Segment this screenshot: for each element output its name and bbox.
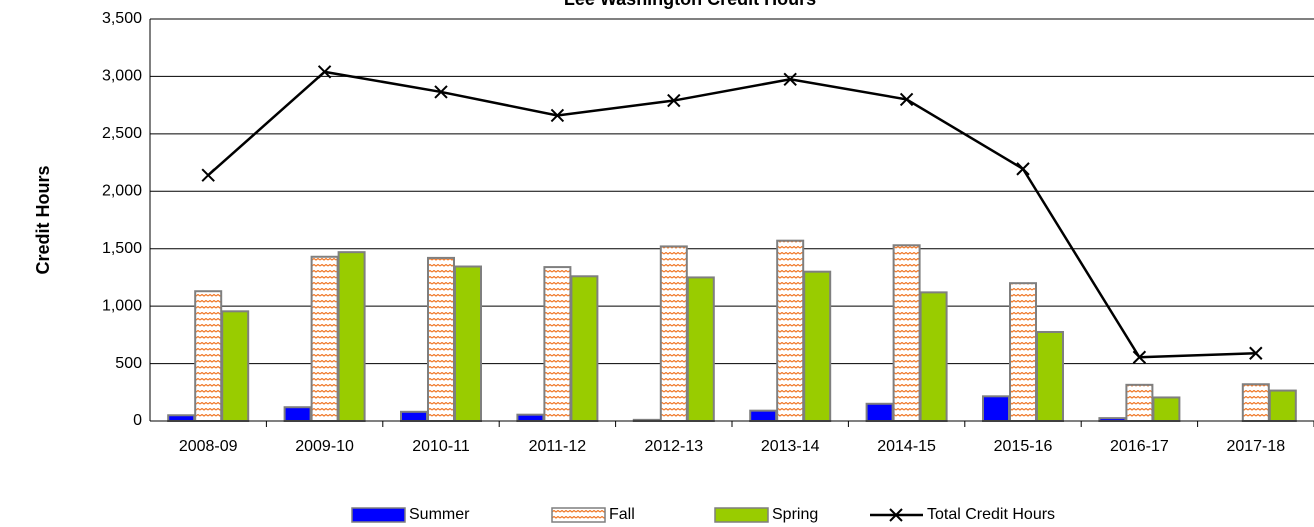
marker — [1132, 350, 1147, 364]
y-tick-label: 1,500 — [102, 240, 142, 257]
x-tick-label: 2016-17 — [1110, 438, 1169, 455]
y-tick-label: 2,000 — [102, 183, 142, 200]
bar — [1241, 383, 1270, 423]
y-tick-label: 3,000 — [102, 68, 142, 85]
y-tick-label: 3,500 — [102, 10, 142, 27]
y-axis-label: Credit Hours — [33, 165, 53, 274]
marker — [667, 93, 681, 108]
bar — [400, 410, 428, 423]
line — [207, 70, 1256, 359]
marker — [550, 108, 565, 123]
x-tick-label: 2017-18 — [1226, 438, 1285, 455]
legend-swatch — [551, 507, 606, 523]
legend-swatch — [714, 507, 769, 523]
legend-label: Spring — [772, 506, 818, 523]
legend-label: Summer — [409, 506, 470, 523]
marker — [434, 85, 448, 99]
x-tick-label: 2009-10 — [295, 438, 354, 455]
bar — [310, 255, 339, 422]
bar — [516, 413, 545, 423]
marker — [317, 65, 332, 79]
x-tick-label: 2012-13 — [644, 438, 703, 455]
bar — [194, 290, 223, 422]
bar — [776, 239, 805, 422]
y-tick-label: 500 — [115, 355, 142, 372]
y-tick-label: 2,500 — [102, 125, 142, 142]
marker — [899, 92, 914, 107]
marker — [1016, 162, 1030, 176]
bar — [919, 291, 948, 422]
y-tick-label: 0 — [133, 412, 142, 429]
bar — [892, 244, 921, 422]
bar — [865, 402, 894, 422]
bar — [1125, 383, 1154, 423]
x-tick-label: 2015-16 — [994, 438, 1053, 455]
x-tick-label: 2014-15 — [877, 438, 936, 455]
bar — [749, 409, 778, 423]
bar — [454, 265, 482, 423]
legend-swatch — [351, 507, 406, 523]
bar — [543, 266, 572, 422]
bar — [221, 310, 250, 422]
y-tick-label: 1,000 — [102, 297, 142, 314]
legend-label: Fall — [609, 506, 635, 523]
legend-label: Total Credit Hours — [927, 506, 1055, 523]
x-tick-label: 2013-14 — [761, 438, 820, 455]
x-tick-label: 2010-11 — [412, 438, 470, 455]
legend-marker — [889, 508, 903, 522]
bar — [1036, 330, 1064, 422]
bar — [659, 245, 688, 422]
chart-title: Lee Washington Credit Hours — [564, 0, 816, 9]
bar — [1009, 282, 1037, 422]
marker — [201, 168, 215, 182]
bar — [686, 276, 715, 422]
bar — [427, 256, 455, 422]
marker — [783, 72, 797, 87]
bar — [167, 414, 196, 422]
bar — [570, 275, 599, 422]
marker — [1249, 346, 1263, 360]
bar — [982, 395, 1010, 423]
bar — [283, 406, 312, 422]
bar — [803, 270, 832, 422]
x-tick-label: 2011-12 — [529, 438, 587, 455]
bar — [337, 251, 366, 422]
x-tick-label: 2008-09 — [179, 438, 238, 455]
bar — [1152, 396, 1181, 422]
bar — [1268, 389, 1297, 423]
